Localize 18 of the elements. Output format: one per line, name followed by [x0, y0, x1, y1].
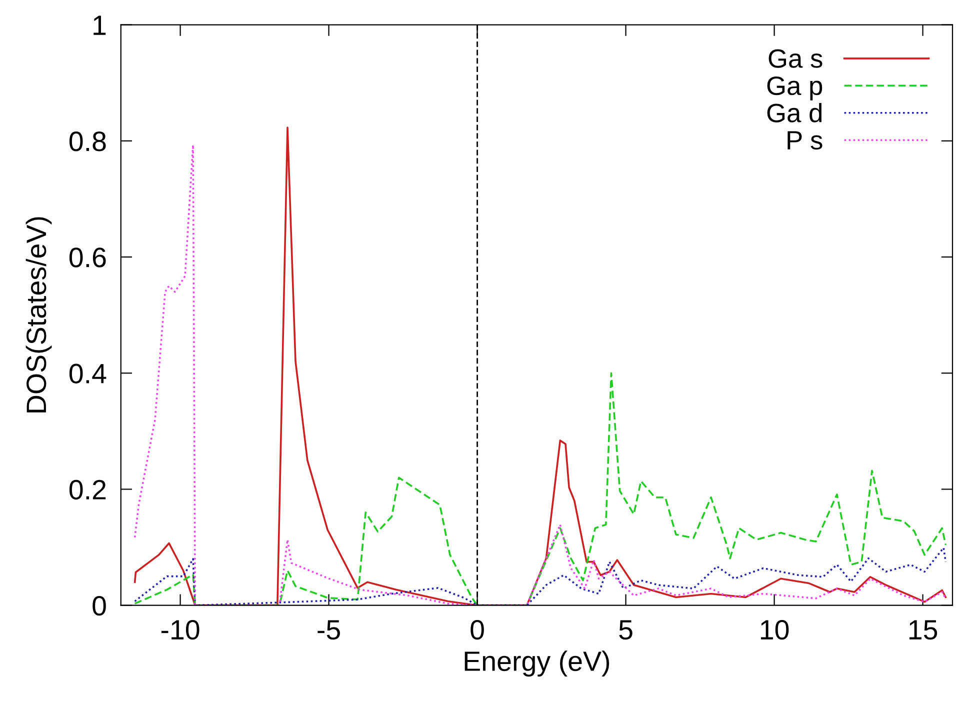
x-tick-label: 0 — [470, 620, 484, 640]
y-tick-label: 1 — [94, 16, 106, 35]
x-tick-label: -5 — [318, 620, 340, 640]
y-tick-label: 0.8 — [69, 132, 106, 152]
y-tick-label: 0 — [92, 596, 106, 616]
legend-label: P s — [788, 131, 822, 150]
x-tick-label: -10 — [161, 620, 200, 640]
x-tick-label: 5 — [619, 620, 632, 640]
legend-label: Ga d — [767, 103, 822, 122]
legend-label: Ga s — [768, 49, 822, 68]
y-tick-label: 0.6 — [69, 248, 106, 268]
y-axis-title: DOS(States/eV) — [26, 217, 52, 412]
y-tick-label: 0.2 — [69, 480, 106, 500]
x-tick-label: 10 — [760, 620, 789, 640]
x-tick-label: 15 — [909, 620, 938, 640]
x-axis-title: Energy (eV) — [464, 650, 610, 677]
legend-label: Ga p — [767, 76, 822, 100]
y-tick-label: 0.4 — [69, 364, 106, 384]
